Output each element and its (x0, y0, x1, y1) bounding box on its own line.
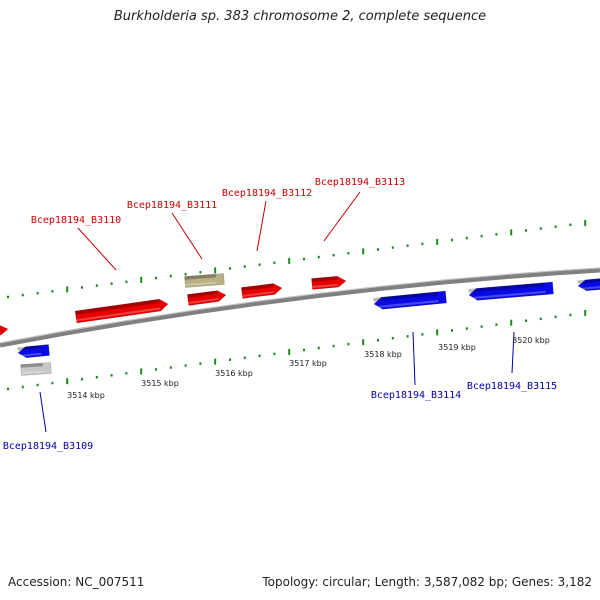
gene-arrow-bcep18194-b3113[interactable] (311, 275, 347, 290)
gene-label-forward[interactable]: Bcep18194_B3112 (222, 188, 312, 199)
scale-label: 3519 kbp (438, 343, 476, 352)
label-connector-line (412, 331, 416, 386)
gene-label-forward[interactable]: Bcep18194_B3111 (127, 200, 217, 211)
scale-label: 3520 kbp (512, 336, 550, 345)
scale-labels: 3514 kbp 3515 kbp 3516 kbp 3517 kbp 3518 kbp… (67, 336, 550, 400)
gene-label-forward[interactable]: Bcep18194_B3110 (31, 215, 121, 226)
gene-arrow-bcep18194-b3108[interactable] (0, 325, 9, 337)
gene-label-forward[interactable]: Bcep18194_B3113 (315, 177, 405, 188)
forward-tick-track (7, 219, 587, 299)
gene-label-reverse[interactable]: Bcep18194_B3115 (467, 381, 557, 392)
chromosome-backbone (0, 267, 600, 348)
label-connectors (39, 191, 515, 433)
map-title: Burkholderia sp. 383 chromosome 2, compl… (113, 9, 487, 24)
gene-label-reverse[interactable]: Bcep18194_B3109 (3, 441, 93, 452)
scale-label: 3518 kbp (364, 350, 402, 359)
gene-arrow-bcep18194-b3112[interactable] (241, 283, 283, 299)
gene-arrow-bcep18194-b3111[interactable] (187, 290, 227, 306)
gene-arrow-gray[interactable] (20, 362, 52, 376)
gene-label-reverse[interactable]: Bcep18194_B3114 (371, 390, 461, 401)
gene-arrow-bcep18194-b3114[interactable] (373, 290, 447, 310)
scale-label: 3514 kbp (67, 391, 105, 400)
chromosome-backbone-highlight (0, 267, 600, 344)
label-connector-line (323, 191, 361, 242)
label-connector-line (171, 212, 203, 260)
gene-arrow-bcep18194-b3115[interactable] (468, 281, 554, 301)
gene-arrow-bcep18194-b3109[interactable] (17, 344, 50, 358)
scale-label: 3517 kbp (289, 359, 327, 368)
gene-arrow-bcep18194-b3110[interactable] (74, 298, 169, 324)
scale-label: 3515 kbp (141, 379, 179, 388)
label-connector-line (39, 391, 47, 433)
scale-label: 3516 kbp (215, 369, 253, 378)
gene-arrow-offscreen[interactable] (577, 278, 600, 292)
gene-labels: Bcep18194_B3110 Bcep18194_B3111 Bcep18194_… (3, 177, 557, 452)
gene-features (0, 273, 600, 376)
reverse-tick-track (7, 309, 587, 391)
genome-summary-text: Topology: circular; Length: 3,587,082 bp… (262, 575, 592, 589)
accession-text: Accession: NC_007511 (8, 575, 145, 589)
label-connector-line (511, 331, 515, 374)
label-connector-line (256, 200, 267, 252)
label-connector-line (77, 227, 117, 271)
gene-arrow-bcep18194-b3111-selected[interactable] (184, 273, 225, 288)
